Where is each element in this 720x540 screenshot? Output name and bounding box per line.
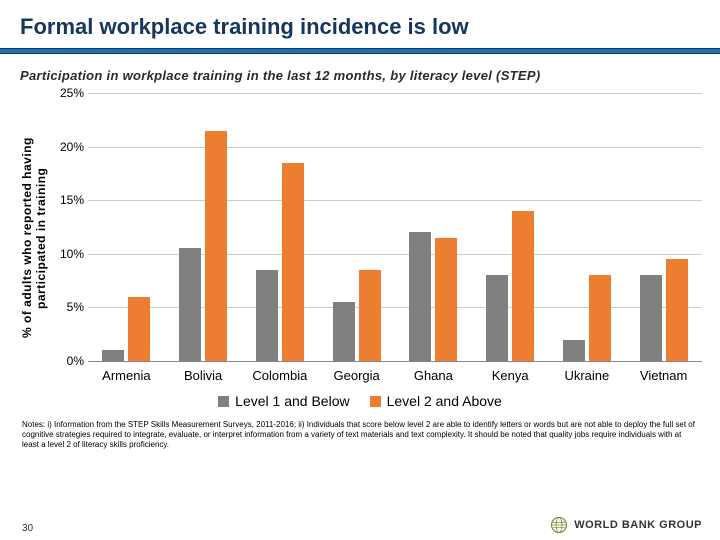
bar xyxy=(512,211,534,361)
page-number: 30 xyxy=(22,523,33,534)
x-tick-label: Ukraine xyxy=(549,368,626,383)
y-axis-label-line1: % of adults who reported having xyxy=(20,138,34,339)
chart: % of adults who reported having particip… xyxy=(18,93,702,383)
legend-item: Level 1 and Below xyxy=(218,393,349,409)
bar xyxy=(666,259,688,361)
globe-icon xyxy=(550,516,568,534)
x-tick-label: Bolivia xyxy=(165,368,242,383)
legend-swatch xyxy=(218,396,229,407)
y-axis-label: % of adults who reported having particip… xyxy=(18,93,50,383)
legend: Level 1 and Below Level 2 and Above xyxy=(0,383,720,410)
bar xyxy=(486,275,508,361)
bar-group xyxy=(88,93,165,361)
bar-group xyxy=(242,93,319,361)
bar xyxy=(256,270,278,361)
x-tick-label: Georgia xyxy=(318,368,395,383)
bar-group xyxy=(625,93,702,361)
world-bank-text: WORLD BANK GROUP xyxy=(574,519,702,531)
x-tick-label: Kenya xyxy=(472,368,549,383)
x-tick-label: Armenia xyxy=(88,368,165,383)
chart-notes: Notes: i) Information from the STEP Skil… xyxy=(0,410,720,450)
world-bank-logo: WORLD BANK GROUP xyxy=(550,516,702,534)
bar-group xyxy=(472,93,549,361)
bar xyxy=(179,248,201,361)
legend-item: Level 2 and Above xyxy=(370,393,502,409)
x-tick-label: Ghana xyxy=(395,368,472,383)
bar xyxy=(282,163,304,361)
y-tick-label: 20% xyxy=(50,140,84,154)
legend-label: Level 2 and Above xyxy=(387,393,502,409)
bar-group xyxy=(395,93,472,361)
bar xyxy=(102,350,124,361)
bar xyxy=(128,297,150,361)
legend-swatch xyxy=(370,396,381,407)
x-tick-label: Vietnam xyxy=(625,368,702,383)
bar-groups xyxy=(88,93,702,361)
bar xyxy=(409,232,431,361)
y-tick-label: 10% xyxy=(50,247,84,261)
chart-subtitle: Participation in workplace training in t… xyxy=(0,54,720,87)
y-tick-label: 5% xyxy=(50,300,84,314)
bar-group xyxy=(165,93,242,361)
y-tick-label: 0% xyxy=(50,354,84,368)
bar xyxy=(333,302,355,361)
x-axis-labels: ArmeniaBoliviaColombiaGeorgiaGhanaKenyaU… xyxy=(88,362,702,383)
bar xyxy=(435,238,457,361)
bar xyxy=(589,275,611,361)
plot-area: 0%5%10%15%20%25% xyxy=(88,93,702,362)
bar xyxy=(640,275,662,361)
legend-label: Level 1 and Below xyxy=(235,393,349,409)
bar-group xyxy=(549,93,626,361)
y-tick-label: 25% xyxy=(50,86,84,100)
bar xyxy=(359,270,381,361)
y-axis-label-line2: participated in training xyxy=(34,167,48,308)
bar xyxy=(205,131,227,361)
bar xyxy=(563,340,585,361)
page-title: Formal workplace training incidence is l… xyxy=(20,14,700,40)
bar-group xyxy=(318,93,395,361)
y-tick-label: 15% xyxy=(50,193,84,207)
x-tick-label: Colombia xyxy=(242,368,319,383)
